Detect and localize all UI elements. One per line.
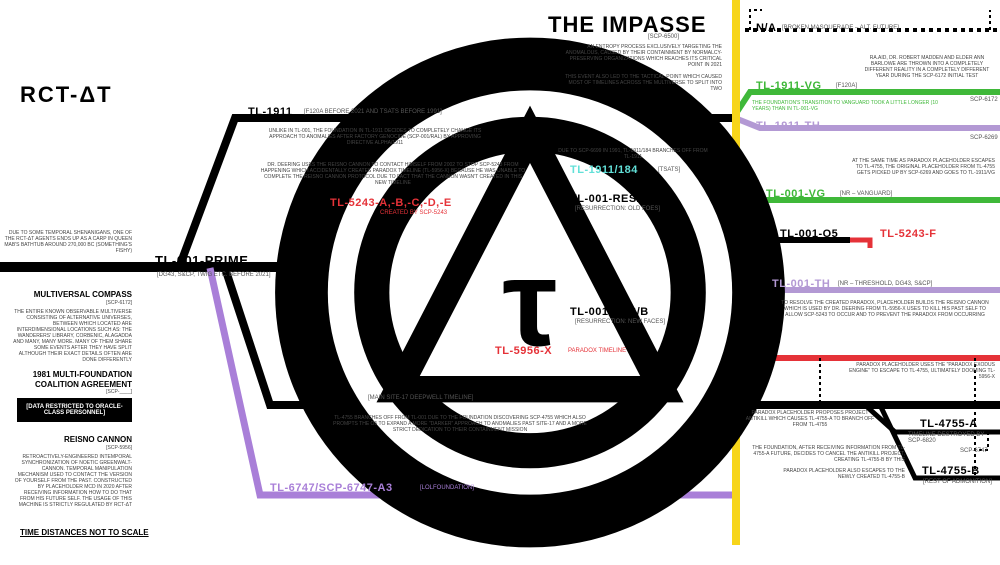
tl1911-sub: [F120A BEFORE 2021 AND TSATS BEFORE 1991… bbox=[304, 109, 442, 115]
tl001vg-label: TL-001-VG bbox=[766, 188, 826, 200]
tl5243-sub: CREATED BY SCP-5243 bbox=[380, 210, 447, 216]
tl4755-sub: [MAIN SITE-17 DEEPWELL TIMELINE] bbox=[368, 395, 473, 401]
tl5956x-desc: PARADOX PLACEHOLDER USES THE "PARADOX EX… bbox=[845, 362, 995, 380]
tl5243-label: TL-5243-A,-B,-C,-D,-E bbox=[330, 197, 452, 209]
tl1911vg-desc: RA.AID, DR. ROBERT MADDEN AND ELDER ANN … bbox=[862, 55, 992, 79]
tl1911-desc: UNLIKE IN TL-001, THE FOUNDATION IN TL-1… bbox=[260, 128, 490, 146]
tl001th-sub: [NR – THRESHOLD, DG43, S&CP] bbox=[838, 281, 932, 287]
tl4755a-label: TL-4755-A bbox=[920, 418, 978, 430]
tl4755-desc-r3: PARADOX PLACEHOLDER ALSO ESCAPES TO THE … bbox=[770, 468, 905, 480]
tl1911th-label: TL-1911-TH bbox=[756, 120, 820, 132]
coalition-restricted-box: [DATA RESTRICTED TO ORACLE-CLASS PERSONN… bbox=[17, 398, 132, 422]
tl001prime-sub: [DG43, S&CP, TWIG ETC. BEFORE 2021] bbox=[157, 272, 270, 278]
tl4755-desc: TL-4755 BRANCHES OFF FROM TL-001 DUE TO … bbox=[330, 415, 590, 433]
tl001prime-label: TL-001-PRIME bbox=[155, 253, 248, 268]
sidebar-coalition: 1981 MULTI-FOUNDATION COALITION AGREEMEN… bbox=[12, 370, 132, 395]
org-label: RCT-ΔT bbox=[20, 82, 113, 108]
impasse-title: THE IMPASSE bbox=[548, 12, 707, 38]
tl6747-sub: [LOLFOUNDATION] bbox=[420, 485, 474, 491]
impasse-desc2: THIS EVENT ALSO LED TO THE TACTICAL-POIN… bbox=[560, 74, 722, 92]
footer-note: TIME DISTANCES NOT TO SCALE bbox=[20, 528, 149, 537]
sidebar-compass: MULTIVERSAL COMPASS [SCP-6172] THE ENTIR… bbox=[12, 290, 132, 363]
tl001vg-desc: AT THE SAME TIME AS PARADOX PLACEHOLDER … bbox=[850, 158, 995, 176]
compass-desc: THE ENTIRE KNOWN OBSERVABLE MULTIVERSE C… bbox=[12, 309, 132, 363]
na-sub: [BROKEN MASQUERADE – ALT. FUTURE] bbox=[782, 25, 899, 31]
tl001prime-desc-mid: DR. DEERING USES THE REISNO CANNON TO CO… bbox=[258, 162, 528, 186]
sidebar-reisno: REISNO CANNON [SCP-5956] RETROACTIVELY-E… bbox=[12, 435, 132, 508]
tl001th-label: TL-001-TH bbox=[772, 278, 830, 290]
tl1911vg-tag: SCP-6172 bbox=[970, 97, 998, 103]
tl1911-label: TL-1911 bbox=[248, 106, 292, 118]
tl5956x-label: TL-5956-X bbox=[495, 345, 552, 357]
tl001prime-desc-left: DUE TO SOME TEMPORAL SHENANIGANS, ONE OF… bbox=[2, 230, 132, 254]
reisno-code: [SCP-5956] bbox=[12, 445, 132, 451]
tl1911-184-label: TL-1911/184 bbox=[570, 164, 638, 176]
tl001resa-sub: [RESURRECTION: OLD FOES] bbox=[575, 206, 660, 212]
tl001resa-label: TL-001-RES/A bbox=[570, 193, 649, 205]
compass-title: MULTIVERSAL COMPASS bbox=[12, 290, 132, 300]
tl6747-label: TL-6747/SCP-6747-A3 bbox=[270, 482, 393, 494]
tl5956x-sub: PARADOX TIMELINE bbox=[568, 348, 626, 354]
na-label: N/A bbox=[756, 22, 776, 34]
tl4755a-sub: TIMELINE DESTROYED BY SCP-6820 bbox=[908, 432, 1000, 444]
tl4755b-sub: [REST OF ADMONITION] bbox=[923, 479, 992, 485]
tl5243f-label: TL-5243-F bbox=[880, 228, 936, 240]
tl4755-label: TL-4755 bbox=[310, 392, 355, 404]
reisno-desc: RETROACTIVELY-ENGINEERED INTEMPORAL SYNC… bbox=[12, 454, 132, 508]
tl001resb-sub: [RESURRECTION: NEW FACES] bbox=[575, 319, 665, 325]
tl4755-desc-r2: THE FOUNDATION, AFTER RECEIVING INFORMAT… bbox=[745, 445, 905, 463]
tl001vg-sub: [NR – VANGUARD] bbox=[840, 191, 892, 197]
impasse-code: [SCP-6500] bbox=[648, 34, 679, 40]
reisno-title: REISNO CANNON bbox=[12, 435, 132, 445]
coalition-code: [SCP-____] bbox=[12, 389, 132, 395]
compass-code: [SCP-6172] bbox=[12, 300, 132, 306]
tl1911-184-desc: DUE TO SCP-6699 IN 1991, TL-1911/184 BRA… bbox=[558, 148, 708, 160]
tl1911vg-sub: [F120A] bbox=[836, 83, 857, 89]
tl001o5-label: TL-001-O5 bbox=[780, 228, 838, 240]
tl4755-desc-r1: PARADOX PLACEHOLDER PROPOSES PROJECT ANT… bbox=[745, 410, 875, 428]
tl1911vg-desc2: THE FOUNDATION'S TRANSITION TO VANGUARD … bbox=[752, 100, 952, 112]
tl4755b-label: TL-4755-B bbox=[922, 465, 980, 477]
tl001th-desc: TO RESOLVE THE CREATED PARADOX, PLACEHOL… bbox=[780, 300, 990, 318]
tl4755a-tag: SCP-6747 bbox=[960, 448, 988, 454]
impasse-desc1: AN ENTROPY PROCESS EXCLUSIVELY TARGETING… bbox=[560, 44, 722, 68]
coalition-title: 1981 MULTI-FOUNDATION COALITION AGREEMEN… bbox=[12, 370, 132, 389]
tl1911th-tag: SCP-6269 bbox=[970, 135, 998, 141]
tl1911vg-label: TL-1911-VG bbox=[756, 80, 822, 92]
tl001resb-label: TL-001-RES/B bbox=[570, 306, 649, 318]
tl1911-184-sub: [TSATS] bbox=[658, 167, 680, 173]
